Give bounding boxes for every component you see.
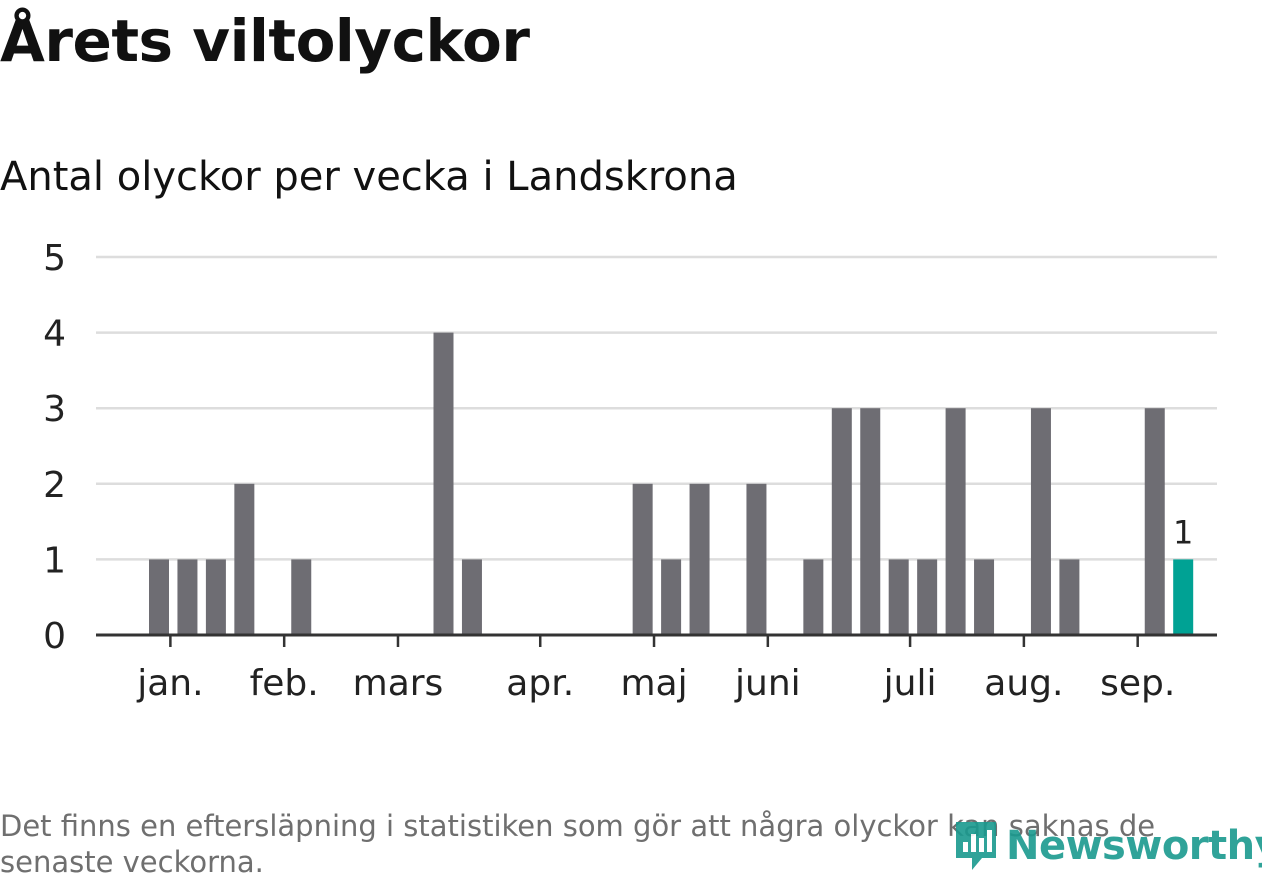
x-tick-label: sep. xyxy=(1100,663,1175,704)
bar xyxy=(461,559,482,635)
bar xyxy=(661,559,682,635)
bar xyxy=(1144,408,1165,635)
bar xyxy=(945,408,966,635)
y-tick-label: 0 xyxy=(43,616,66,657)
bar xyxy=(803,559,824,635)
bar xyxy=(860,408,881,635)
x-tick-label: mars xyxy=(353,663,444,704)
bar xyxy=(917,559,938,635)
highlight-bar xyxy=(1173,559,1194,635)
y-tick-label: 4 xyxy=(43,314,66,355)
y-tick-label: 3 xyxy=(43,389,66,430)
x-tick-label: juli xyxy=(883,663,937,704)
chart-subtitle: Antal olyckor per vecka i Landskrona xyxy=(0,154,738,200)
newsworthy-logo: Newsworthy xyxy=(952,818,1262,874)
bar xyxy=(746,483,767,635)
bar xyxy=(205,559,226,635)
x-tick-label: jan. xyxy=(136,663,203,704)
x-tick-label: apr. xyxy=(506,663,574,704)
bar xyxy=(433,332,454,635)
bar-chart: 0 1 2 3 4 5 jan. feb. mars apr. maj juni juli aug. sep… xyxy=(43,238,1217,704)
newsworthy-logo-icon xyxy=(956,822,996,870)
bar xyxy=(831,408,852,635)
chart-title: Årets viltolyckor xyxy=(0,7,530,75)
x-tick-label: aug. xyxy=(984,663,1063,704)
x-tick-label: juni xyxy=(734,663,801,704)
y-tick-label: 1 xyxy=(43,540,66,581)
x-tick-label: maj xyxy=(620,663,687,704)
bar xyxy=(1059,559,1080,635)
bar xyxy=(974,559,995,635)
y-tick-label: 5 xyxy=(43,238,66,279)
x-tick-label: feb. xyxy=(250,663,319,704)
highlight-value-label: 1 xyxy=(1173,513,1193,551)
y-tick-label: 2 xyxy=(43,465,66,506)
bar xyxy=(888,559,909,635)
bar xyxy=(177,559,198,635)
bar xyxy=(632,483,653,635)
newsworthy-logo-text: Newsworthy xyxy=(1006,823,1262,869)
bar xyxy=(689,483,710,635)
bar xyxy=(291,559,312,635)
bar xyxy=(1030,408,1051,635)
bar xyxy=(149,559,169,635)
bar xyxy=(234,483,255,635)
